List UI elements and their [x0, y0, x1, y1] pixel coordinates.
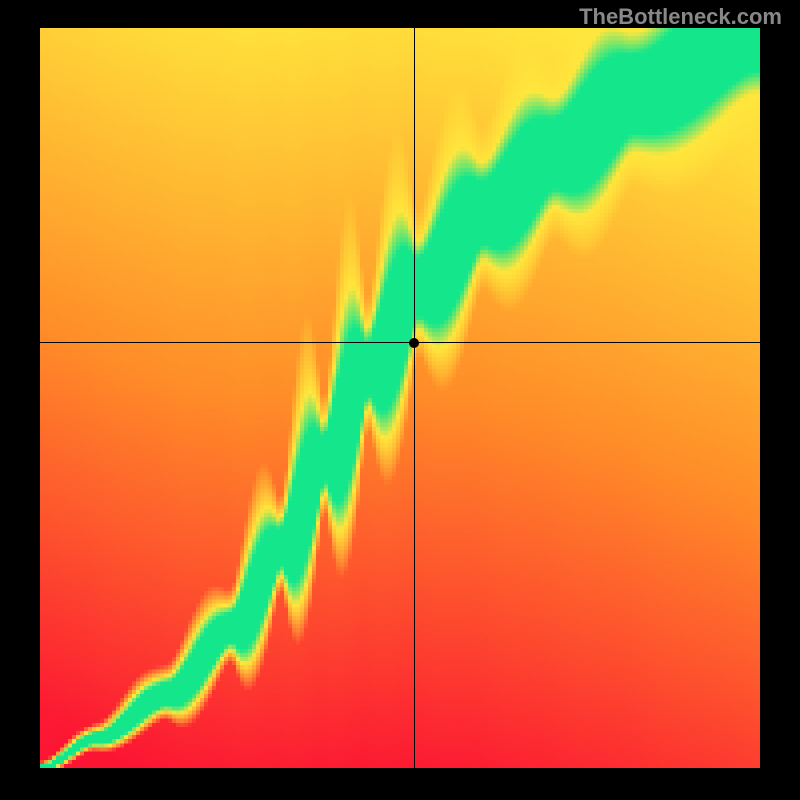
- bottleneck-heatmap: [40, 28, 760, 768]
- watermark-text: TheBottleneck.com: [579, 4, 782, 30]
- chart-container: TheBottleneck.com: [0, 0, 800, 800]
